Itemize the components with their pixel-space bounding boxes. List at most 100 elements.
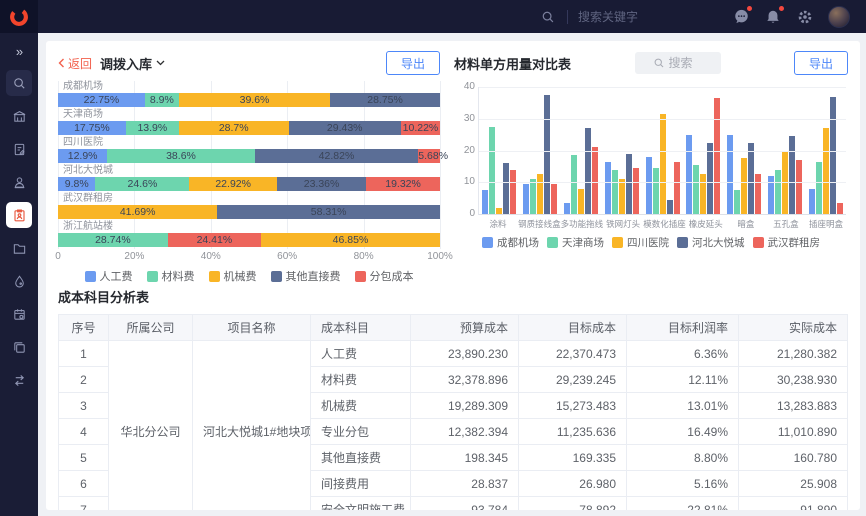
bar-segment[interactable]: 22.75% bbox=[58, 93, 145, 107]
bar[interactable] bbox=[836, 202, 843, 214]
sidebar-item-folder[interactable] bbox=[6, 235, 32, 261]
legend-item[interactable]: 其他直接费 bbox=[270, 268, 341, 284]
bar[interactable] bbox=[822, 128, 829, 214]
legend-item[interactable]: 分包成本 bbox=[354, 268, 414, 284]
bar[interactable] bbox=[577, 188, 584, 214]
bar-segment[interactable]: 22.92% bbox=[189, 177, 277, 191]
bar[interactable] bbox=[727, 134, 734, 214]
bar[interactable] bbox=[570, 155, 577, 214]
bar[interactable] bbox=[707, 142, 714, 214]
bar-segment[interactable]: 8.9% bbox=[144, 93, 179, 107]
bar[interactable] bbox=[537, 174, 544, 214]
bar[interactable] bbox=[523, 183, 530, 214]
bar[interactable] bbox=[659, 114, 666, 214]
bar-segment[interactable]: 42.82% bbox=[254, 149, 419, 163]
bar-segment[interactable]: 58.31% bbox=[217, 205, 440, 219]
bar[interactable] bbox=[767, 175, 774, 214]
notifications-bell-icon[interactable] bbox=[764, 5, 784, 26]
bar[interactable] bbox=[829, 96, 836, 214]
bar[interactable] bbox=[482, 190, 489, 214]
bar-segment[interactable]: 28.74% bbox=[58, 233, 168, 247]
sidebar-item-user-audit[interactable] bbox=[6, 169, 32, 195]
bar[interactable] bbox=[544, 94, 551, 214]
bar[interactable] bbox=[700, 174, 707, 214]
bar[interactable] bbox=[591, 147, 598, 214]
bar-segment[interactable]: 17.75% bbox=[58, 121, 126, 135]
bar-segment[interactable]: 23.36% bbox=[276, 177, 367, 191]
chart-search-input[interactable] bbox=[668, 56, 703, 70]
sidebar-item-calendar[interactable] bbox=[6, 301, 32, 327]
sidebar-item-copy-pages[interactable] bbox=[6, 334, 32, 360]
bar[interactable] bbox=[734, 190, 741, 214]
back-link[interactable]: 返回 bbox=[58, 55, 92, 72]
settings-gear-icon[interactable] bbox=[796, 8, 814, 26]
legend-item[interactable]: 成都机场 bbox=[482, 235, 539, 250]
bar-segment[interactable]: 29.43% bbox=[288, 121, 401, 135]
bar[interactable] bbox=[618, 179, 625, 214]
bar[interactable] bbox=[755, 174, 762, 214]
bar-segment[interactable]: 28.75% bbox=[330, 93, 440, 107]
bar[interactable] bbox=[645, 156, 652, 214]
user-avatar[interactable] bbox=[828, 5, 850, 28]
bar[interactable] bbox=[652, 167, 659, 214]
bar-segment[interactable]: 28.7% bbox=[178, 121, 289, 135]
bar[interactable] bbox=[673, 161, 680, 214]
bar[interactable] bbox=[632, 167, 639, 214]
bar[interactable] bbox=[584, 128, 591, 214]
bar[interactable] bbox=[788, 136, 795, 214]
bar[interactable] bbox=[686, 134, 693, 214]
bar[interactable] bbox=[496, 207, 503, 214]
bar[interactable] bbox=[551, 183, 558, 214]
app-logo[interactable] bbox=[0, 0, 38, 33]
legend-item[interactable]: 天津商场 bbox=[547, 235, 604, 250]
bar-segment[interactable]: 38.6% bbox=[107, 149, 255, 163]
bar[interactable] bbox=[666, 199, 673, 214]
sidebar-item-building[interactable] bbox=[6, 103, 32, 129]
sidebar-item-search[interactable] bbox=[6, 70, 32, 96]
sidebar-item-transfer[interactable] bbox=[6, 367, 32, 393]
bar[interactable] bbox=[510, 169, 517, 214]
bar[interactable] bbox=[741, 158, 748, 214]
legend-item[interactable]: 河北大悦城 bbox=[677, 235, 745, 250]
bar[interactable] bbox=[774, 169, 781, 214]
legend-item[interactable]: 材料费 bbox=[146, 268, 195, 284]
bar-segment[interactable]: 9.8% bbox=[58, 177, 96, 191]
bar[interactable] bbox=[815, 161, 822, 214]
bar-segment[interactable]: 24.6% bbox=[95, 177, 190, 191]
bar[interactable] bbox=[503, 163, 510, 214]
sidebar-item-ink-drop[interactable] bbox=[6, 268, 32, 294]
header-search-icon[interactable] bbox=[539, 8, 557, 26]
bar-segment[interactable]: 46.85% bbox=[261, 233, 440, 247]
bar[interactable] bbox=[748, 142, 755, 214]
legend-item[interactable]: 武汉群租房 bbox=[752, 235, 820, 250]
bar[interactable] bbox=[489, 126, 496, 214]
bar[interactable] bbox=[611, 169, 618, 214]
bar[interactable] bbox=[795, 160, 802, 214]
right-export-button[interactable]: 导出 bbox=[793, 51, 848, 75]
bar-segment[interactable]: 13.9% bbox=[125, 121, 179, 135]
bar[interactable] bbox=[693, 164, 700, 214]
bar[interactable] bbox=[625, 153, 632, 214]
bar[interactable] bbox=[808, 188, 815, 214]
bar-segment[interactable]: 12.9% bbox=[58, 149, 108, 163]
chart-search-box[interactable] bbox=[634, 52, 721, 74]
legend-item[interactable]: 机械费 bbox=[208, 268, 257, 284]
bar[interactable] bbox=[530, 179, 537, 214]
chart-title-dropdown[interactable]: 调拨入库 bbox=[100, 54, 165, 73]
bar-segment[interactable]: 39.6% bbox=[178, 93, 331, 107]
bar[interactable] bbox=[714, 98, 721, 214]
legend-item[interactable]: 四川医院 bbox=[612, 235, 669, 250]
bar-segment[interactable]: 5.68% bbox=[418, 149, 448, 163]
bar[interactable] bbox=[604, 161, 611, 214]
bar-segment[interactable]: 10.22% bbox=[400, 121, 440, 135]
header-search-input[interactable] bbox=[578, 9, 688, 24]
sidebar-item-cost-active[interactable] bbox=[6, 202, 32, 228]
left-export-button[interactable]: 导出 bbox=[385, 51, 440, 75]
bar-segment[interactable]: 19.32% bbox=[366, 177, 440, 191]
bar-segment[interactable]: 24.41% bbox=[167, 233, 262, 247]
legend-item[interactable]: 人工费 bbox=[84, 268, 133, 284]
messages-icon[interactable] bbox=[732, 5, 752, 26]
bar[interactable] bbox=[563, 202, 570, 214]
sidebar-item-document[interactable] bbox=[6, 136, 32, 162]
bar-segment[interactable]: 41.69% bbox=[58, 205, 218, 219]
